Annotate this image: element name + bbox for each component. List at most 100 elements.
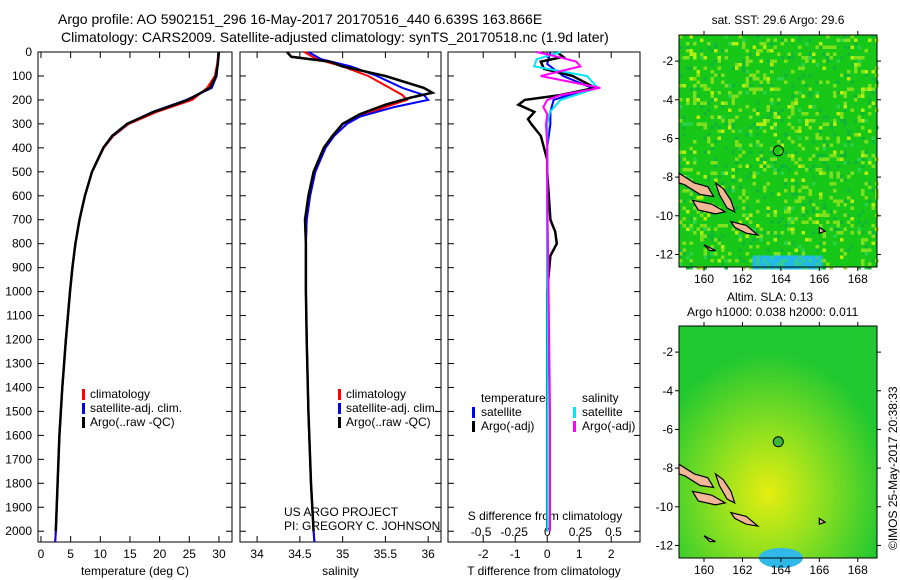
sst-cell [854,119,858,123]
sst-cell [738,91,742,95]
sst-cell [703,87,707,91]
sst-cell [843,45,847,49]
sst-cell [829,175,833,179]
lon-tick-label: 168 [848,272,868,286]
lon-tick-label: 166 [809,563,829,577]
sst-cell [696,94,700,98]
sst-cell [710,171,714,175]
sst-cell [679,45,683,49]
sst-cell [861,248,865,252]
sst-cell [724,147,728,151]
sst-cell [826,220,830,224]
sst-cell [766,108,770,112]
sst-cell [710,231,714,235]
sst-cell [773,252,777,256]
lat-tick-label: -2 [662,345,673,359]
sst-cell [717,91,721,95]
sst-cell [759,262,763,266]
sst-cell [871,87,875,91]
sst-cell [805,119,809,123]
sst-cell [861,112,865,116]
series-argo-raw-qc- [54,51,221,532]
sst-cell [689,150,693,154]
sst-cell [864,171,868,175]
y-tick-label: 2000 [5,524,32,538]
sst-cell [850,143,854,147]
sst-cell [689,199,693,203]
sst-cell [777,252,781,256]
sst-cell [833,52,837,56]
sst-cell [763,129,767,133]
sst-cell [756,255,760,259]
sst-cell [808,73,812,77]
sst-cell [798,45,802,49]
sst-cell [728,185,732,189]
sst-cell [689,241,693,245]
sst-cell [735,157,739,161]
sst-cell [763,262,767,266]
y-tick-label: 1800 [5,476,32,490]
sst-cell [840,238,844,242]
sst-cell [791,52,795,56]
sst-cell [707,133,711,137]
sst-cell [840,115,844,119]
sst-cell [756,35,760,39]
sst-cell [763,91,767,95]
sst-cell [738,108,742,112]
sst-cell [871,203,875,207]
sst-cell [689,192,693,196]
sst-cell [721,171,725,175]
sst-cell [801,248,805,252]
sst-cell [798,52,802,56]
sst-cell [836,220,840,224]
sst-cell [791,266,795,270]
sst-cell [812,262,816,266]
sst-cell [759,59,763,63]
sst-cell [791,217,795,221]
sst-cell [742,266,746,270]
x-tick-label: 1 [576,547,583,561]
sst-cell [717,175,721,179]
sst-cell [836,105,840,109]
sst-cell [791,154,795,158]
sst-cell [735,259,739,263]
sst-cell [787,56,791,60]
sst-cell [689,259,693,263]
sst-cell [682,84,686,88]
sst-cell [693,206,697,210]
sst-cell [686,122,690,126]
sst-cell [731,84,735,88]
sst-cell [829,143,833,147]
sst-cell [840,231,844,235]
sst-cell [745,59,749,63]
sst-cell [773,133,777,137]
sst-cell [773,38,777,42]
sst-cell [756,52,760,56]
sst-cell [794,259,798,263]
sst-cell [861,150,865,154]
sst-cell [861,91,865,95]
sst-cell [805,122,809,126]
sst-cell [717,66,721,70]
sst-cell [836,203,840,207]
sst-cell [714,140,718,144]
sst-cell [689,227,693,231]
sst-cell [686,227,690,231]
sst-cell [773,213,777,217]
sst-cell [735,143,739,147]
sst-cell [801,112,805,116]
sst-cell [833,45,837,49]
sst-cell [857,45,861,49]
sst-cell [819,196,823,200]
sst-cell [843,266,847,270]
plot-frame [239,51,442,543]
sst-cell [850,224,854,228]
sst-cell [756,266,760,270]
sst-cell [850,35,854,39]
sst-cell [731,185,735,189]
sst-cell [871,140,875,144]
sst-cell [784,59,788,63]
sst-cell [847,52,851,56]
sst-cell [868,112,872,116]
x-axis-label: salinity [322,564,359,578]
